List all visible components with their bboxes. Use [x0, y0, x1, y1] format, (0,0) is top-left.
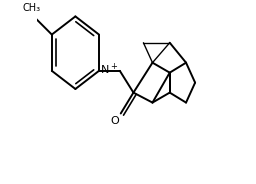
Text: CH₃: CH₃	[23, 3, 41, 13]
Text: O: O	[110, 116, 119, 126]
Text: N: N	[101, 65, 109, 75]
Text: +: +	[110, 62, 117, 71]
